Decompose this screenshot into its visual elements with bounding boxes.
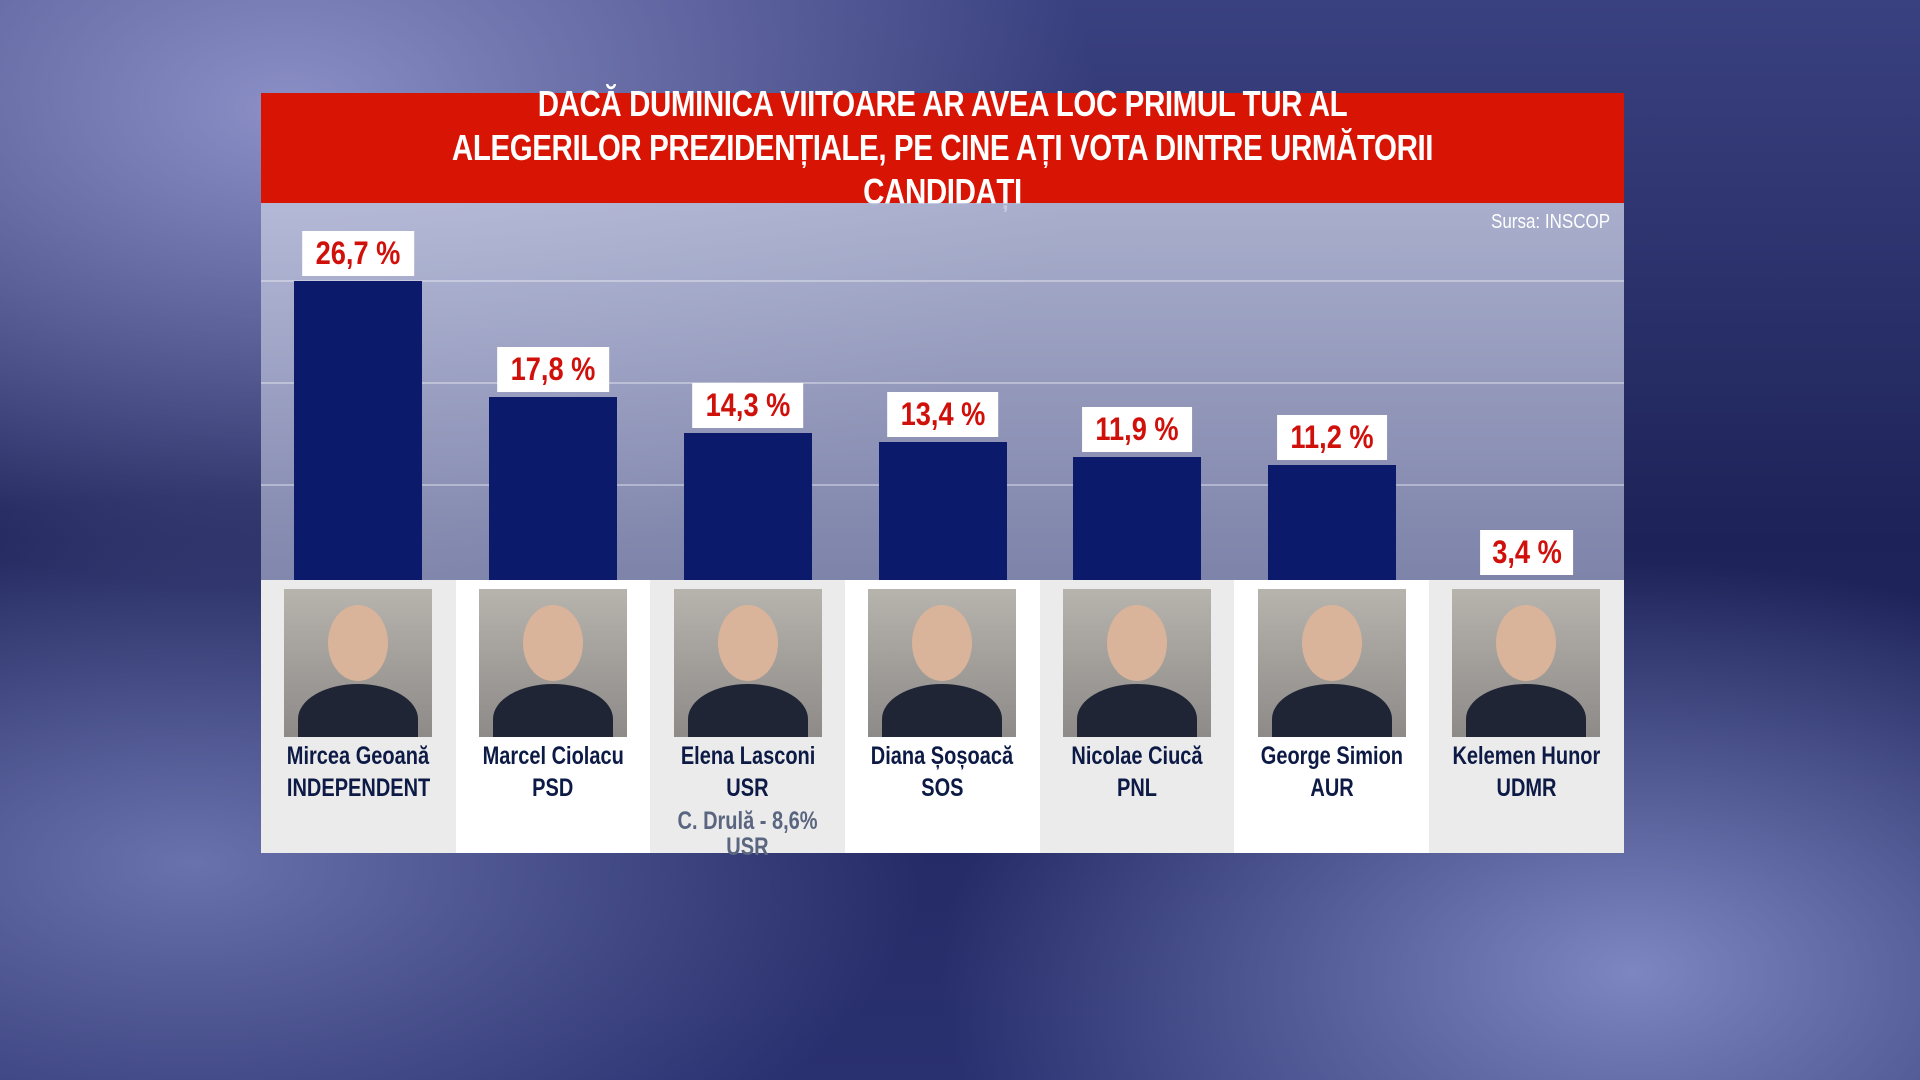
candidate-column: Marcel Ciolacu PSD: [455, 580, 651, 853]
plot-area: Sursa: INSCOP 26,7 % 17,8 % 14,3 % 13,4 % 11…: [261, 203, 1624, 580]
extra-note: C. Drulă - 8,6% USR: [650, 808, 845, 860]
candidate-party: AUR: [1234, 772, 1429, 804]
candidate-photo: [284, 589, 433, 737]
candidate-name-text: Marcel Ciolacu: [482, 742, 624, 770]
candidate-party-text: PSD: [532, 774, 574, 802]
bar: [489, 396, 618, 580]
bar: [294, 281, 423, 580]
candidate-party-text: SOS: [921, 774, 964, 802]
value-label: 11,9 %: [1082, 407, 1193, 453]
candidate-name-text: George Simion: [1260, 742, 1403, 770]
candidate-party: USR: [650, 772, 845, 804]
candidate-name-text: Kelemen Hunor: [1452, 742, 1601, 770]
candidate-column: Mircea Geoană INDEPENDENT: [261, 580, 456, 853]
extra-note-line1: C. Drulă - 8,6%: [677, 807, 818, 835]
candidate-party-text: INDEPENDENT: [286, 774, 431, 802]
candidate-party-text: UDMR: [1496, 774, 1557, 802]
candidate-party: PSD: [456, 772, 651, 804]
candidate-name: George Simion: [1234, 740, 1429, 772]
candidate-party: INDEPENDENT: [261, 772, 456, 804]
value-label: 11,2 %: [1276, 414, 1387, 460]
candidate-name-text: Elena Lasconi: [680, 742, 815, 770]
chart-panel: DACĂ DUMINICA VIITOARE AR AVEA LOC PRIMU…: [261, 83, 1624, 860]
gridline: [261, 280, 1624, 282]
value-label: 26,7 %: [302, 231, 415, 276]
candidate-party-text: PNL: [1117, 774, 1158, 802]
candidate-column: Diana Șoșoacă SOS: [845, 580, 1040, 853]
candidate-name-text: Nicolae Ciucă: [1071, 742, 1203, 770]
candidate-photo: [1063, 589, 1212, 737]
gridline: [261, 382, 1624, 384]
candidate-party: UDMR: [1429, 772, 1624, 804]
candidate-party: PNL: [1040, 772, 1235, 804]
candidate-photo: [1452, 589, 1601, 737]
candidate-name: Mircea Geoană: [261, 740, 456, 772]
chart-title: DACĂ DUMINICA VIITOARE AR AVEA LOC PRIMU…: [261, 83, 1624, 212]
value-label-text: 26,7 %: [316, 235, 401, 271]
candidate-name-text: Mircea Geoană: [287, 742, 430, 770]
bar: [878, 441, 1007, 580]
candidates-row: Mircea Geoană INDEPENDENT Marcel Ciolacu PS…: [261, 580, 1624, 860]
value-label: 3,4 %: [1479, 530, 1574, 575]
title-line-1: DACĂ DUMINICA VIITOARE AR AVEA LOC PRIMU…: [537, 83, 1348, 124]
source-label: Sursa: INSCOP: [1490, 211, 1610, 233]
bar: [1073, 457, 1202, 580]
value-label-text: 11,2 %: [1290, 418, 1374, 455]
title-line-2: ALEGERILOR PREZIDENȚIALE, PE CINE AȚI VO…: [451, 127, 1434, 212]
value-label-text: 11,9 %: [1095, 411, 1179, 448]
candidate-name-text: Diana Șoșoacă: [871, 742, 1014, 770]
candidate-party: SOS: [845, 772, 1040, 804]
candidate-column: Nicolae Ciucă PNL: [1039, 580, 1235, 853]
bar: [683, 432, 812, 580]
value-label: 14,3 %: [691, 382, 804, 428]
candidate-party-text: USR: [726, 774, 769, 802]
candidate-name: Diana Șoșoacă: [845, 740, 1040, 772]
value-label: 13,4 %: [886, 391, 999, 437]
candidate-name: Kelemen Hunor: [1429, 740, 1624, 772]
bar: [1267, 464, 1396, 580]
candidate-photo: [479, 589, 628, 737]
value-label-text: 17,8 %: [510, 350, 596, 387]
candidate-photo: [673, 589, 822, 737]
extra-note-line2: USR: [726, 833, 769, 861]
candidate-name: Marcel Ciolacu: [456, 740, 651, 772]
value-label: 17,8 %: [497, 346, 609, 392]
candidate-party-text: AUR: [1310, 774, 1354, 802]
candidate-photo: [1257, 589, 1406, 737]
candidate-column: Kelemen Hunor UDMR: [1429, 580, 1624, 853]
value-label-text: 14,3 %: [705, 386, 791, 423]
value-label-text: 13,4 %: [900, 395, 985, 432]
value-label-text: 3,4 %: [1491, 534, 1562, 570]
candidate-column: George Simion AUR: [1234, 580, 1430, 853]
candidate-name: Nicolae Ciucă: [1040, 740, 1235, 772]
candidate-name: Elena Lasconi: [650, 740, 845, 772]
candidate-photo: [868, 589, 1017, 737]
candidate-column: Elena Lasconi USR C. Drulă - 8,6% USR: [650, 580, 846, 860]
